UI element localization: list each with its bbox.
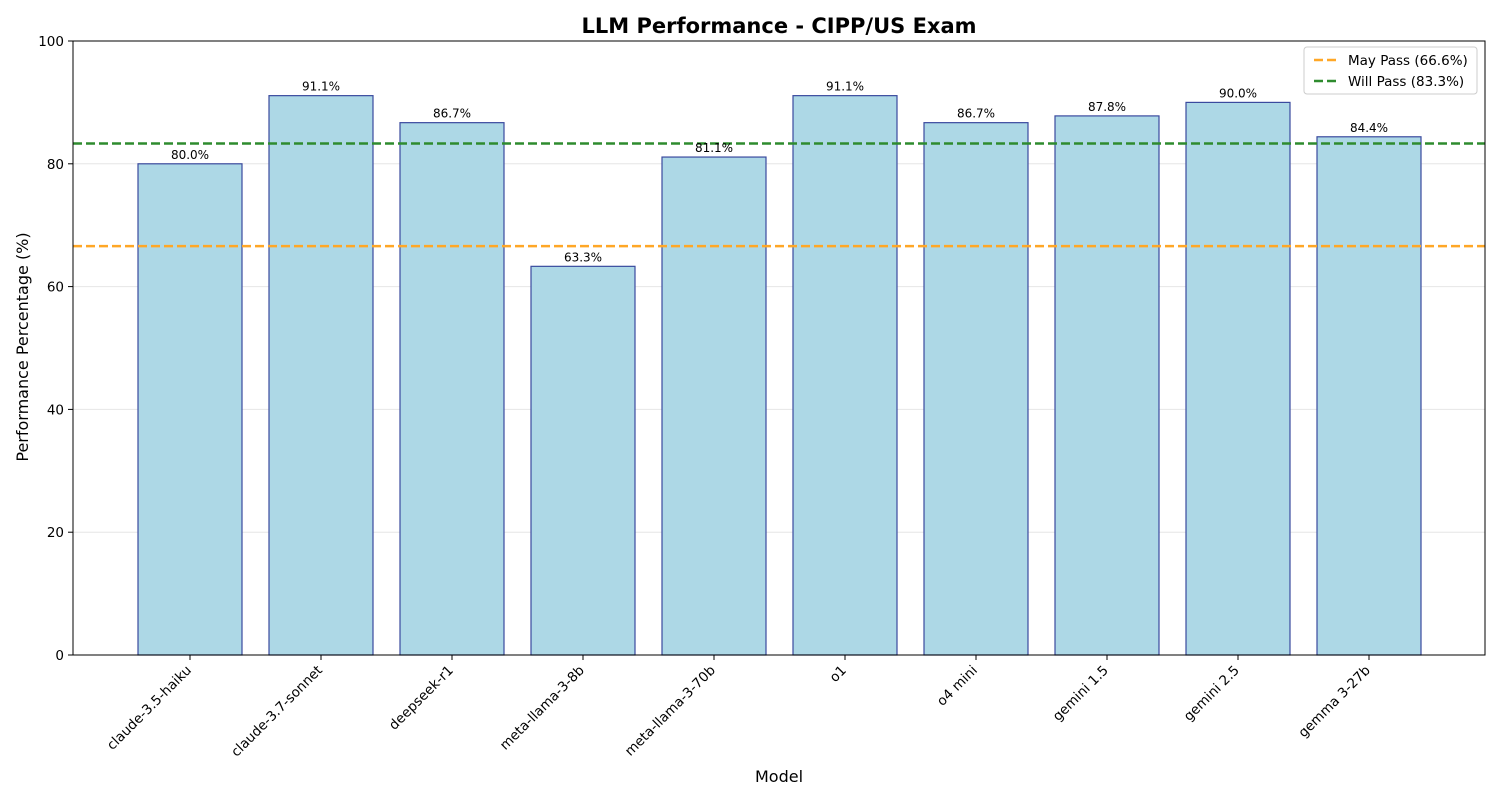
data-label: 90.0% <box>1219 86 1257 100</box>
x-tick-label: meta-llama-3-70b <box>622 663 719 760</box>
data-labels: 80.0% 91.1% 86.7% 63.3% 81.1% 91.1% 86.7% 87.8%… <box>171 80 1388 265</box>
x-tick-label: o1 <box>827 663 850 686</box>
bar <box>1316 136 1422 656</box>
bar <box>1185 101 1291 656</box>
legend: May Pass (66.6%) Will Pass (83.3%) <box>1303 46 1478 95</box>
legend-box <box>1303 46 1478 95</box>
bar <box>792 95 898 656</box>
data-label: 86.7% <box>433 107 471 121</box>
chart-title: LLM Performance - CIPP/US Exam <box>581 14 976 38</box>
data-label: 81.1% <box>695 141 733 155</box>
bar <box>661 156 767 656</box>
bar <box>923 122 1029 656</box>
y-tick-label: 100 <box>38 34 64 50</box>
y-tick-label: 60 <box>47 280 64 296</box>
x-tick-label: gemma 3-27b <box>1295 663 1373 741</box>
bar <box>399 122 505 656</box>
plot-frame <box>72 40 1486 656</box>
bar <box>530 265 636 656</box>
x-tick-label: meta-llama-3-8b <box>497 663 588 754</box>
y-axis: 0 20 40 60 80 100 <box>38 34 73 664</box>
data-label: 87.8% <box>1088 100 1126 114</box>
data-label: 86.7% <box>957 107 995 121</box>
legend-label: May Pass (66.6%) <box>1348 53 1468 69</box>
x-tick-label: o4 mini <box>934 663 981 710</box>
x-tick-label: gemini 2.5 <box>1181 663 1243 725</box>
data-label: 63.3% <box>564 250 602 264</box>
data-label: 80.0% <box>171 148 209 162</box>
x-axis: claude-3.5-haiku claude-3.7-sonnet deepsee… <box>104 655 1374 760</box>
y-tick-label: 80 <box>47 157 64 173</box>
legend-label: Will Pass (83.3%) <box>1348 74 1464 90</box>
y-axis-label: Performance Percentage (%) <box>13 232 32 461</box>
data-label: 84.4% <box>1350 121 1388 135</box>
y-tick-label: 40 <box>47 402 64 418</box>
y-tick-label: 0 <box>55 648 64 664</box>
reference-lines <box>73 142 1485 248</box>
bar <box>1054 115 1160 656</box>
bar <box>268 95 374 656</box>
bars <box>137 95 1422 656</box>
data-label: 91.1% <box>302 80 340 94</box>
x-tick-label: claude-3.5-haiku <box>104 663 195 754</box>
x-tick-label: gemini 1.5 <box>1050 663 1112 725</box>
data-label: 91.1% <box>826 80 864 94</box>
x-tick-label: claude-3.7-sonnet <box>228 663 326 761</box>
y-tick-label: 20 <box>47 525 64 541</box>
bar <box>137 163 243 656</box>
x-tick-label: deepseek-r1 <box>386 663 457 734</box>
x-axis-label: Model <box>755 767 803 786</box>
